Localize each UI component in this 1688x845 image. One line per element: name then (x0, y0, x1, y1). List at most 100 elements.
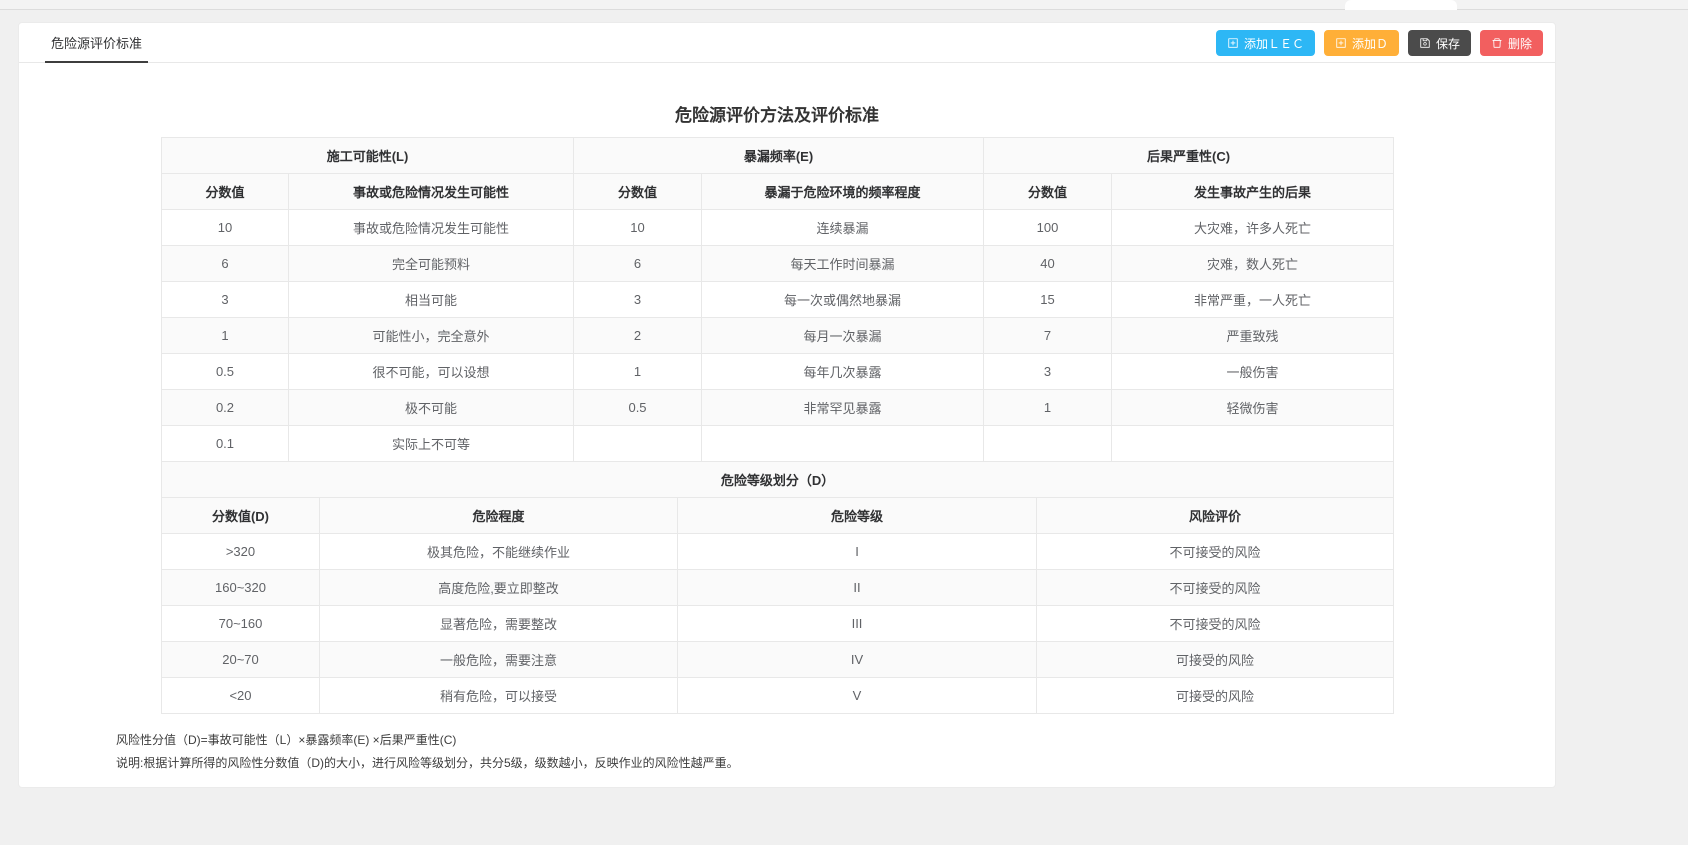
table-cell: 3 (573, 281, 703, 318)
table-cell: 3 (161, 281, 289, 318)
d-header-row: 分数值(D) 危险程度 危险等级 风险评价 (161, 497, 1395, 534)
table-cell (1111, 425, 1395, 462)
d-table: 危险等级划分（D） 分数值(D) 危险程度 危险等级 风险评价 >320 极其危险… (160, 461, 1395, 714)
add-d-button[interactable]: 添加Ｄ (1323, 30, 1399, 56)
tab-hazard-evaluation-standard[interactable]: 危险源评价标准 (45, 23, 149, 63)
table-cell: 可接受的风险 (1035, 641, 1395, 678)
lec-row: 10 事故或危险情况发生可能性 10 连续暴漏 100 大灾难，许多人死亡 (161, 209, 1395, 246)
browser-tab-highlight (1345, 0, 1457, 10)
group-header-C: 后果严重性(C) (983, 137, 1395, 174)
trash-icon (1491, 37, 1503, 49)
d-row: 160~320 高度危险,要立即整改 II 不可接受的风险 (161, 569, 1395, 606)
table-cell: 0.1 (161, 425, 289, 462)
d-header-level: 危险等级 (677, 497, 1037, 534)
table-cell: 可能性小，完全意外 (287, 317, 575, 354)
table-cell: <20 (161, 677, 320, 714)
plus-square-icon (1227, 37, 1239, 49)
table-cell: 轻微伤害 (1111, 389, 1395, 426)
table-cell: 一般伤害 (1111, 353, 1395, 390)
table-cell: 0.2 (161, 389, 289, 426)
table-cell: 160~320 (161, 569, 320, 606)
d-section-title: 危险等级划分（D） (160, 461, 1395, 498)
content-area: 危险源评价方法及评价标准 施工可能性(L) 暴漏频率(E) 后果严重性(C) 分… (19, 63, 1555, 775)
d-header-score: 分数值(D) (161, 497, 320, 534)
delete-button[interactable]: 删除 (1479, 30, 1543, 56)
delete-button-label: 删除 (1507, 36, 1532, 51)
save-button[interactable]: 保存 (1407, 30, 1471, 56)
subheader-desc-C: 发生事故产生的后果 (1111, 173, 1395, 210)
table-cell: 15 (983, 281, 1113, 318)
table-cell: 1 (983, 389, 1113, 426)
add-lec-button-label: 添加ＬＥＣ (1243, 36, 1304, 51)
subheader-desc-E: 暴漏于危险环境的频率程度 (701, 173, 985, 210)
table-cell: 稍有危险，可以接受 (319, 677, 678, 714)
table-cell: 70~160 (161, 605, 320, 642)
lec-row: 3 相当可能 3 每一次或偶然地暴漏 15 非常严重，一人死亡 (161, 281, 1395, 318)
table-cell (701, 425, 985, 462)
plus-square-icon (1335, 37, 1347, 49)
d-header-risk: 风险评价 (1035, 497, 1395, 534)
card-header: 危险源评价标准 添加ＬＥＣ 添加Ｄ 保存 (19, 23, 1555, 63)
table-cell: 6 (161, 245, 289, 282)
table-cell: 1 (161, 317, 289, 354)
subheader-score-C: 分数值 (983, 173, 1113, 210)
description-note: 说明:根据计算所得的风险性分数值（D)的大小，进行风险等级划分，共分5级，级数越… (116, 756, 739, 770)
table-cell: 极不可能 (287, 389, 575, 426)
subheader-score-L: 分数值 (161, 173, 289, 210)
table-cell: 事故或危险情况发生可能性 (287, 209, 575, 246)
table-cell: 可接受的风险 (1035, 677, 1395, 714)
table-cell: 6 (573, 245, 703, 282)
browser-top-strip (0, 0, 1688, 10)
table-cell: 完全可能预料 (287, 245, 575, 282)
save-button-label: 保存 (1435, 36, 1460, 51)
lec-row: 0.5 很不可能，可以设想 1 每年几次暴露 3 一般伤害 (161, 353, 1395, 390)
table-cell: 每一次或偶然地暴漏 (701, 281, 985, 318)
table-cell: 7 (983, 317, 1113, 354)
table-cell: 2 (573, 317, 703, 354)
evaluation-tables: 施工可能性(L) 暴漏频率(E) 后果严重性(C) 分数值 事故或危险情况发生可… (160, 137, 1395, 714)
d-row: <20 稍有危险，可以接受 V 可接受的风险 (161, 677, 1395, 714)
lec-row: 0.1 实际上不可等 (161, 425, 1395, 462)
table-cell: 显著危险，需要整改 (319, 605, 678, 642)
d-row: 70~160 显著危险，需要整改 III 不可接受的风险 (161, 605, 1395, 642)
table-cell: 1 (573, 353, 703, 390)
main-card: 危险源评价标准 添加ＬＥＣ 添加Ｄ 保存 (18, 22, 1556, 788)
table-cell: 20~70 (161, 641, 320, 678)
subheader-desc-L: 事故或危险情况发生可能性 (287, 173, 575, 210)
table-cell: 非常严重，一人死亡 (1111, 281, 1395, 318)
group-header-E: 暴漏频率(E) (573, 137, 985, 174)
table-cell: 连续暴漏 (701, 209, 985, 246)
table-cell: 40 (983, 245, 1113, 282)
page-title: 危险源评价方法及评价标准 (675, 106, 879, 125)
table-cell: 一般危险，需要注意 (319, 641, 678, 678)
table-cell: III (677, 605, 1037, 642)
subheader-score-E: 分数值 (573, 173, 703, 210)
table-cell: I (677, 533, 1037, 570)
d-row: >320 极其危险，不能继续作业 I 不可接受的风险 (161, 533, 1395, 570)
table-cell: V (677, 677, 1037, 714)
lec-subheader-row: 分数值 事故或危险情况发生可能性 分数值 暴漏于危险环境的频率程度 分数值 发生… (161, 173, 1395, 210)
table-cell: 极其危险，不能继续作业 (319, 533, 678, 570)
d-header-degree: 危险程度 (319, 497, 678, 534)
table-cell: 不可接受的风险 (1035, 569, 1395, 606)
add-lec-button[interactable]: 添加ＬＥＣ (1215, 30, 1315, 56)
table-cell: 很不可能，可以设想 (287, 353, 575, 390)
save-icon (1419, 37, 1431, 49)
table-cell: 每年几次暴露 (701, 353, 985, 390)
table-cell: 每天工作时间暴漏 (701, 245, 985, 282)
table-cell: 10 (161, 209, 289, 246)
table-cell: 0.5 (573, 389, 703, 426)
footer-notes: 风险性分值（D)=事故可能性（L）×暴露频率(E) ×后果严重性(C) 说明:根… (116, 729, 1555, 775)
lec-group-header-row: 施工可能性(L) 暴漏频率(E) 后果严重性(C) (160, 137, 1395, 174)
table-cell: 10 (573, 209, 703, 246)
table-cell: IV (677, 641, 1037, 678)
table-cell: 每月一次暴漏 (701, 317, 985, 354)
table-cell: 灾难，数人死亡 (1111, 245, 1395, 282)
d-table-body: >320 极其危险，不能继续作业 I 不可接受的风险 160~320 高度危险,要立即整改… (161, 533, 1395, 714)
table-cell (983, 425, 1113, 462)
table-cell (573, 425, 703, 462)
lec-table: 施工可能性(L) 暴漏频率(E) 后果严重性(C) 分数值 事故或危险情况发生可… (160, 137, 1395, 462)
table-cell: 不可接受的风险 (1035, 605, 1395, 642)
table-cell: 100 (983, 209, 1113, 246)
group-header-L: 施工可能性(L) (160, 137, 575, 174)
